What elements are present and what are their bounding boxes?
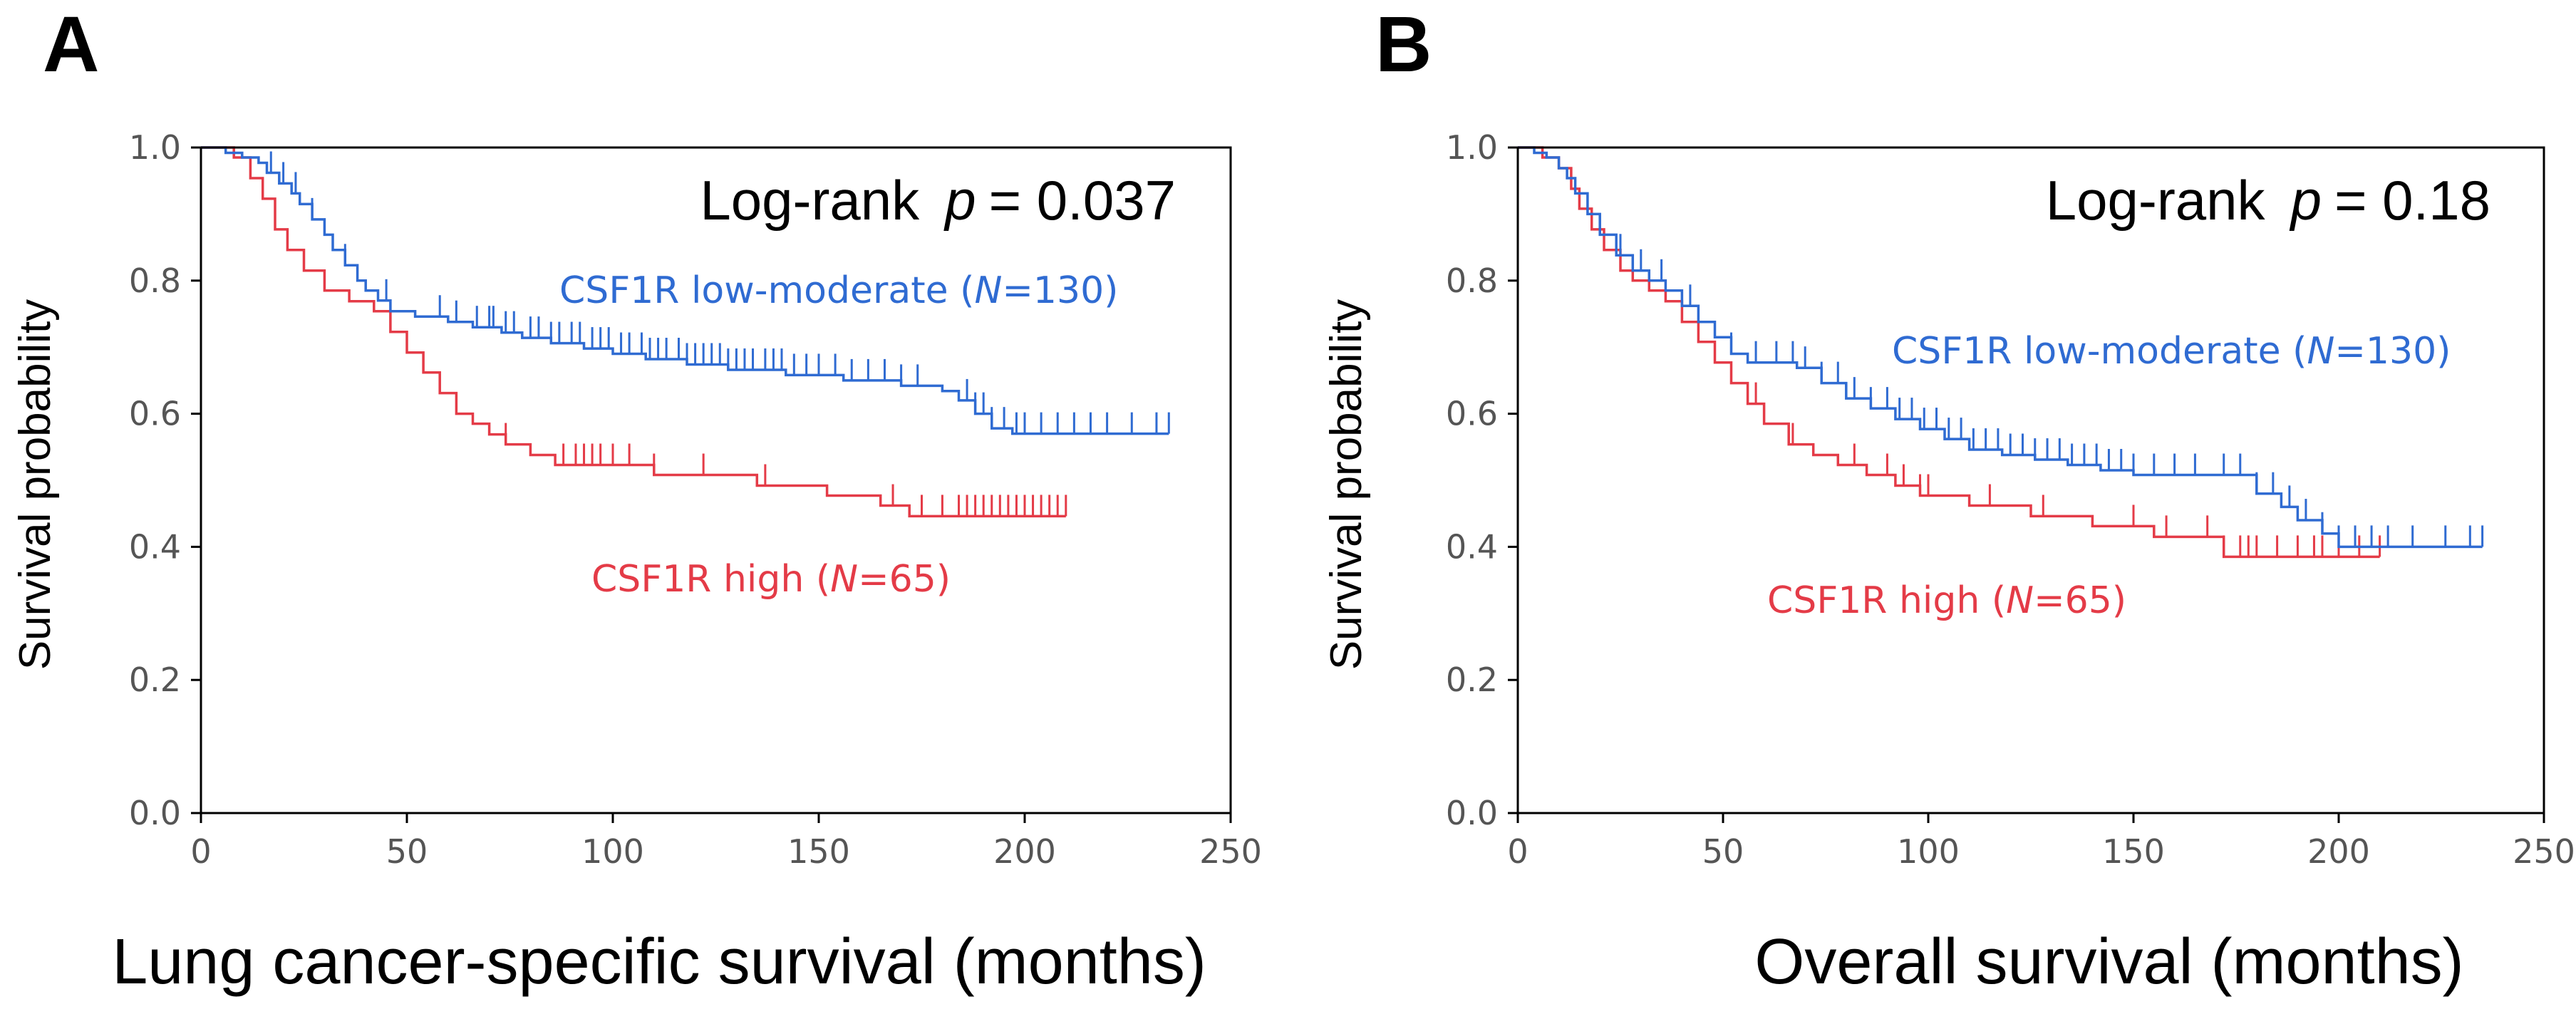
legend-text: CSF1R high (	[1767, 579, 2006, 622]
y-tick-label: 0.4	[1446, 527, 1498, 566]
y-tick-label: 0.4	[129, 527, 181, 566]
y-tick-label: 0.2	[1446, 661, 1498, 699]
x-axis-label: Lung cancer-specific survival (months)	[112, 926, 1206, 998]
axis-ticks: 0 50 100 150 200 250 0.0 0.2 0.4 0.6 0.8 1.0	[1446, 128, 2575, 871]
y-axis-label: Survival probability	[11, 299, 60, 670]
legend-n: N	[2006, 579, 2034, 622]
survival-curves	[1518, 146, 2484, 559]
y-tick-label: 0.6	[129, 395, 181, 433]
legend-high: CSF1R high (N=65)	[1767, 579, 2126, 622]
panel-b: B Survival probability Overall survival …	[1322, 1, 2575, 998]
p-symbol: p	[2290, 169, 2322, 232]
panel-letter: A	[43, 1, 99, 88]
log-rank-annotation: Log-rank p = 0.037	[700, 169, 1176, 232]
series-csf1r-low-moderate	[1518, 146, 2484, 549]
x-tick-label: 200	[2307, 832, 2370, 871]
x-tick-label: 100	[1897, 832, 1960, 871]
y-tick-label: 0.6	[1446, 395, 1498, 433]
p-value: = 0.18	[2334, 169, 2490, 232]
km-curve	[1518, 146, 2380, 559]
survival-curves	[201, 146, 1170, 518]
y-tick-label: 0.0	[1446, 794, 1498, 832]
x-tick-label: 0	[1507, 832, 1528, 871]
x-tick-label: 50	[1702, 832, 1744, 871]
legend-text: CSF1R low-moderate (	[559, 269, 974, 312]
y-tick-label: 1.0	[129, 128, 181, 167]
plot-frame	[200, 146, 1232, 814]
axis-ticks: 0 50 100 150 200 250 0.0 0.2 0.4 0.6 0.8 1.0	[129, 128, 1262, 871]
legend-count: =130)	[1002, 269, 1118, 312]
y-tick-label: 0.8	[1446, 262, 1498, 300]
p-value: = 0.037	[989, 169, 1176, 232]
legend-n: N	[974, 269, 1002, 312]
p-symbol: p	[943, 169, 976, 232]
log-rank-label: Log-rank	[700, 169, 920, 232]
y-tick-label: 1.0	[1446, 128, 1498, 167]
x-tick-label: 150	[2102, 832, 2165, 871]
log-rank-annotation: Log-rank p = 0.18	[2046, 169, 2490, 232]
x-tick-label: 200	[993, 832, 1056, 871]
legend-low-moderate: CSF1R low-moderate (N=130)	[1892, 330, 2451, 373]
x-tick-label: 250	[2513, 832, 2575, 871]
panel-letter: B	[1375, 1, 1432, 88]
legend-text: CSF1R low-moderate (	[1892, 330, 2307, 373]
legend-high: CSF1R high (N=65)	[591, 558, 951, 601]
legend-count: =65)	[2034, 579, 2126, 622]
km-curve	[201, 146, 1066, 518]
legend-n: N	[830, 558, 858, 601]
y-tick-label: 0.2	[129, 661, 181, 699]
legend-count: =130)	[2334, 330, 2451, 373]
y-tick-label: 0.0	[129, 794, 181, 832]
series-csf1r-high	[201, 146, 1067, 518]
x-tick-label: 0	[190, 832, 211, 871]
series-csf1r-low-moderate	[201, 146, 1170, 435]
x-tick-label: 100	[581, 832, 644, 871]
panel-a: A Survival probability Lung cancer-speci…	[11, 1, 1262, 998]
x-tick-label: 50	[386, 832, 428, 871]
y-tick-label: 0.8	[129, 262, 181, 300]
legend-text: CSF1R high (	[591, 558, 830, 601]
legend-count: =65)	[858, 558, 951, 601]
log-rank-label: Log-rank	[2046, 169, 2266, 232]
x-tick-label: 150	[787, 832, 850, 871]
legend-low-moderate: CSF1R low-moderate (N=130)	[559, 269, 1118, 312]
y-axis-label: Survival probability	[1322, 299, 1371, 670]
plot-frame	[1516, 146, 2545, 814]
x-axis-label: Overall survival (months)	[1754, 926, 2463, 998]
x-tick-label: 250	[1199, 832, 1262, 871]
legend-n: N	[2307, 330, 2334, 373]
